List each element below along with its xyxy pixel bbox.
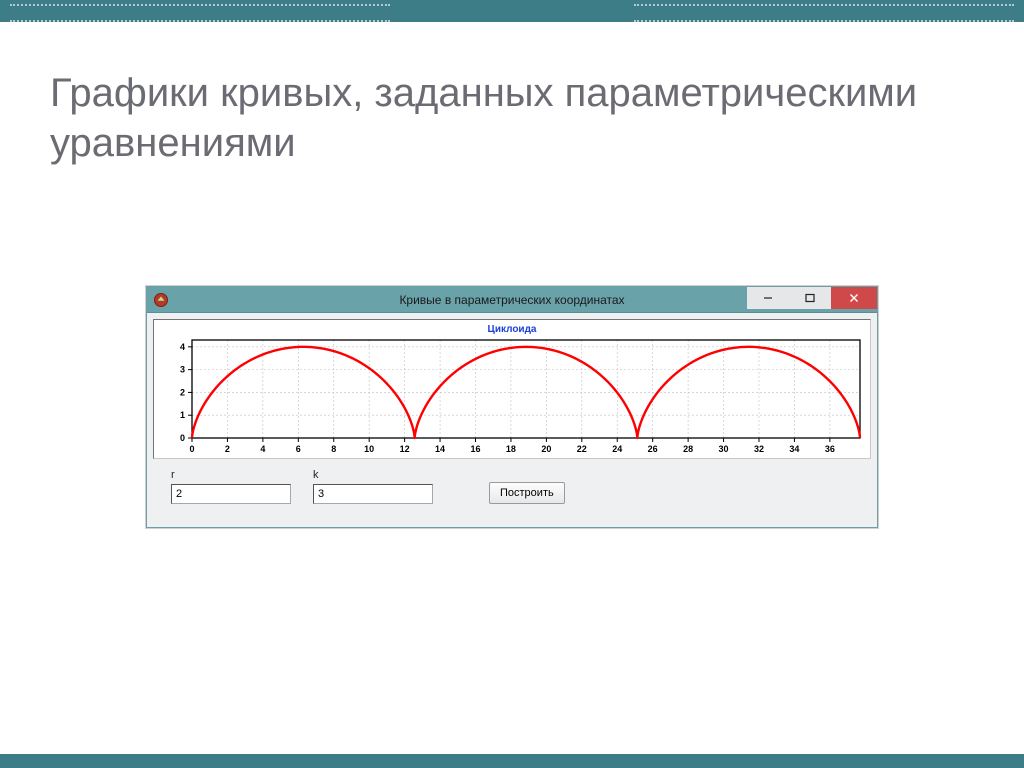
svg-text:36: 36	[825, 444, 835, 454]
param-k-label: k	[313, 469, 433, 481]
window-body: Циклоида01234024681012141618202224262830…	[147, 313, 877, 510]
param-k-input[interactable]	[313, 484, 433, 504]
slide-decor-top	[0, 0, 1024, 22]
svg-text:10: 10	[364, 444, 374, 454]
slide-decor-bottom	[0, 754, 1024, 768]
build-button[interactable]: Построить	[489, 482, 565, 504]
svg-text:Циклоида: Циклоида	[488, 324, 537, 335]
svg-text:2: 2	[180, 387, 185, 397]
svg-text:34: 34	[789, 444, 799, 454]
svg-text:18: 18	[506, 444, 516, 454]
svg-text:4: 4	[260, 444, 265, 454]
param-r-group: r	[171, 469, 291, 504]
svg-text:0: 0	[180, 433, 185, 443]
svg-text:28: 28	[683, 444, 693, 454]
svg-text:0: 0	[189, 444, 194, 454]
svg-text:22: 22	[577, 444, 587, 454]
svg-text:24: 24	[612, 444, 622, 454]
svg-text:4: 4	[180, 342, 185, 352]
svg-text:12: 12	[400, 444, 410, 454]
chart-panel: Циклоида01234024681012141618202224262830…	[153, 319, 871, 459]
application-window: Кривые в параметрических координатах Цик…	[146, 286, 878, 528]
cycloid-chart: Циклоида01234024681012141618202224262830…	[154, 320, 870, 458]
svg-text:16: 16	[470, 444, 480, 454]
close-button[interactable]	[831, 287, 877, 309]
maximize-button[interactable]	[789, 287, 831, 309]
svg-text:14: 14	[435, 444, 445, 454]
param-r-input[interactable]	[171, 484, 291, 504]
svg-text:1: 1	[180, 410, 185, 420]
param-r-label: r	[171, 469, 291, 481]
svg-text:20: 20	[541, 444, 551, 454]
window-controls	[747, 287, 877, 309]
minimize-button[interactable]	[747, 287, 789, 309]
svg-text:2: 2	[225, 444, 230, 454]
svg-text:30: 30	[719, 444, 729, 454]
svg-text:6: 6	[296, 444, 301, 454]
controls-row: r k Построить	[153, 459, 871, 504]
slide-title: Графики кривых, заданных параметрическим…	[50, 68, 950, 168]
svg-text:32: 32	[754, 444, 764, 454]
svg-text:8: 8	[331, 444, 336, 454]
svg-text:3: 3	[180, 365, 185, 375]
svg-text:26: 26	[648, 444, 658, 454]
window-titlebar[interactable]: Кривые в параметрических координатах	[147, 287, 877, 313]
param-k-group: k	[313, 469, 433, 504]
